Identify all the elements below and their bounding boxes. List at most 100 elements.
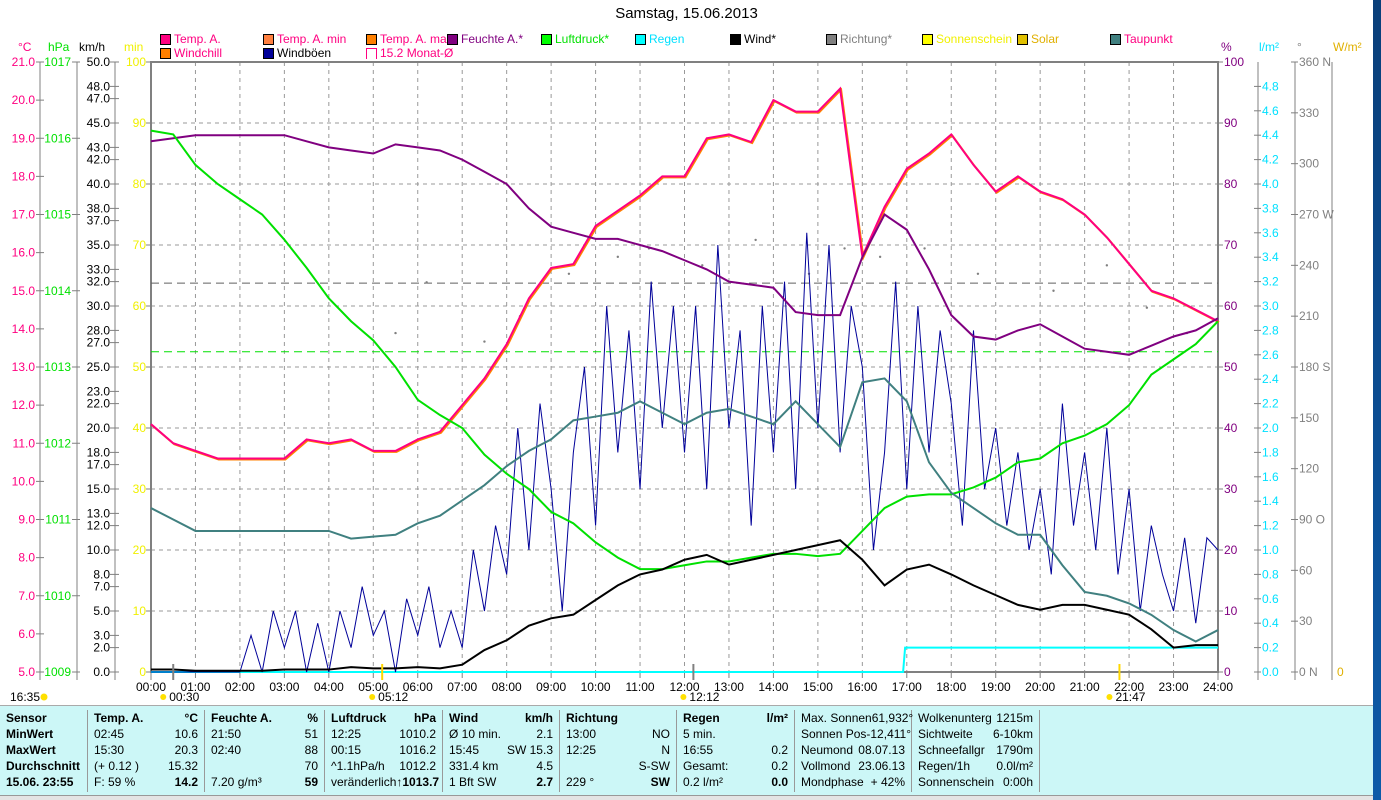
axis-tick-label: 3.6 [1262,226,1279,240]
stats-cell: Mondphase [801,775,864,789]
stats-cell: 1016.2 [399,743,436,757]
direction-point [1145,306,1149,309]
x-tick-label: 01:00 [180,680,210,694]
sunrise-label: 05:12 [378,690,408,704]
stats-cell: 10.6 [174,727,198,741]
stats-column: Feuchte A.% 21:50 51 02:40 88 70 7.20 g/m³ 59 [205,710,325,792]
stats-cell: Sonnen Pos [801,727,867,741]
stats-row: Luftdruck hPa [331,710,436,726]
axis-tick-label: 70 [1224,238,1238,252]
stats-cell: Wolkenunterg [918,711,992,725]
stats-row: Regen l/m² [683,710,788,726]
stats-cell: 0.2 l/m² [683,775,724,789]
axis-tick-label: 9.0 [18,513,35,527]
stats-cell: ↑1013.7 [396,775,440,789]
axis-tick-label: 60 [133,299,147,313]
unit-celsius: °C [18,40,32,54]
stats-cell: (+ 0.12 ) [94,759,140,773]
axis-tick-label: 21.0 [12,55,36,69]
moonset-label: 00:30 [169,690,199,704]
moonrise-label: 12:12 [689,690,719,704]
moonrise-icon [680,694,687,700]
legend-item: Regen [635,32,684,46]
stats-cell: 0.2 [771,759,788,773]
unit-hpa: hPa [48,40,70,54]
stats-row: S-SW [566,758,670,774]
stats-cell: -12,411° [866,727,911,741]
axis-tick-label: 22.0 [87,397,111,411]
legend-swatch [541,33,552,45]
axis-tick-label: 48.0 [87,79,111,93]
stats-row: 16:55 0.2 [683,742,788,758]
axis-tick-label: 12.0 [87,519,111,533]
unit-min: min [124,40,144,54]
stats-column: Regen l/m² 5 min. 16:55 0.2 Gesamt: 0.2 0.2 l/m… [677,710,795,792]
x-tick-label: 03:00 [269,680,299,694]
legend-item: Luftdruck* [541,32,609,46]
axis-tick-label: 1009 [44,665,71,679]
axis-tick-label: 1010 [44,589,71,603]
legend-item: Windchill [160,46,222,60]
direction-point [1052,289,1055,292]
stats-cell: + 42% [870,775,905,789]
stats-row: Sensor [6,710,81,726]
stats-row: 21:50 51 [211,726,318,742]
stats-cell: Richtung [566,711,618,725]
axis-tick-label: 18.0 [87,445,111,459]
stats-cell: 1012.2 [399,759,436,773]
axis-tick-label: 1015 [44,208,71,222]
axis-tick-label: 1017 [44,55,71,69]
stats-row: (+ 0.12 ) 15.32 [94,758,198,774]
axis-tick-label: 15.0 [87,482,111,496]
legend-item: Taupunkt [1110,32,1173,46]
stats-cell: 7.20 g/m³ [211,775,262,789]
stats-row: 0.2 l/m² 0.0 [683,774,788,790]
stats-cell: °C [184,711,198,725]
axis-tick-label: 4.4 [1262,128,1279,142]
stats-cell: Sichtweite [918,727,973,741]
axis-tick-label: 33.0 [87,262,111,276]
legend-swatch [160,33,171,45]
axis-tick-label: 0.0 [1262,665,1279,679]
stats-row: 02:45 10.6 [94,726,198,742]
axis-tick-label: 5.0 [93,604,110,618]
axis-tick-label: 7.0 [93,580,110,594]
axis-tick-label: 180 S [1299,360,1330,374]
stats-row: 00:15 1016.2 [331,742,436,758]
stats-cell: Max. Sonnen [801,711,872,725]
stats-cell: SW 15.3 [506,743,553,757]
legend-item: 15.2 Monat-Ø [366,46,453,60]
series-line-wind [151,539,1218,672]
axis-tick-label: 100 [126,55,146,69]
axis-tick-label: 20.0 [12,93,36,107]
stats-cell: 1010.2 [399,727,436,741]
axis-tick-label: 3.0 [1262,299,1279,313]
axis-tick-label: 11.0 [13,436,36,450]
stats-cell: Wind [449,711,479,725]
axis-tick-label: 42.0 [87,153,111,167]
axis-tick-label: 0 [139,665,146,679]
axis-tick-label: 2.0 [93,641,110,655]
axis-tick-label: 50 [133,360,147,374]
legend-item: Sonnenschein [922,32,1012,46]
axis-tick-label: 50 [1224,360,1238,374]
axis-tick-label: 35.0 [87,238,111,252]
stats-cell: Schneefallgr [918,743,985,757]
direction-point [394,331,397,335]
stats-cell: Neumond [801,743,854,757]
stats-cell: 6-10km [992,727,1033,741]
axis-tick-label: 37.0 [87,214,111,228]
direction-point [754,238,757,242]
stats-cell: Regen/1h [918,759,971,773]
stats-row: Feuchte A.% [211,710,318,726]
axis-tick-label: 330 [1299,106,1319,120]
axis-tick-label: 12.0 [12,398,36,412]
stats-cell: 1790m [996,743,1033,757]
axis-tick-label: 3.2 [1262,275,1279,289]
axis-tick-label: 1.6 [1262,470,1279,484]
stats-cell: 15:45 [449,743,480,757]
stats-row: Richtung [566,710,670,726]
x-tick-label: 22:00 [1114,680,1144,694]
axis-tick-label: 17.0 [87,458,111,472]
legend-swatch [263,33,274,45]
